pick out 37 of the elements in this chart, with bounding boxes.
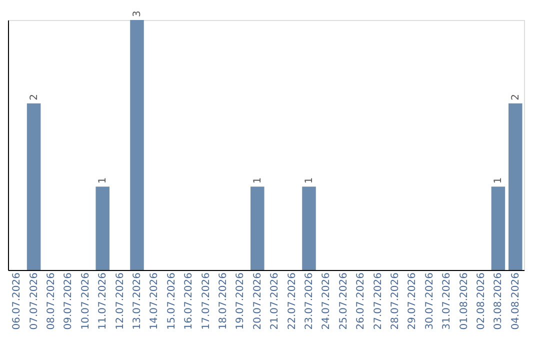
data-label: 1 [98,177,109,184]
x-tick-label: 01.08.2026 [458,272,470,330]
data-label: 1 [252,177,264,184]
x-tick-label: 02.08.2026 [476,272,487,330]
x-tick-label: 04.08.2026 [510,272,522,330]
x-tick-label: 15.07.2026 [166,272,178,330]
x-tick-label: 31.07.2026 [442,272,453,330]
data-label: 1 [493,177,504,184]
x-tick-label: 08.07.2026 [46,272,57,330]
x-tick-label: 03.08.2026 [493,272,504,330]
x-tick-label: 30.07.2026 [424,272,436,330]
x-tick-label: 23.07.2026 [304,272,315,330]
x-tick-label: 09.07.2026 [63,272,74,330]
x-tick-label: 14.07.2026 [149,272,160,330]
x-tick-label: 12.07.2026 [114,272,126,330]
data-label: 2 [510,94,522,100]
data-label: 2 [28,94,40,100]
x-tick-label: 11.07.2026 [98,272,109,330]
x-tick-label: 16.07.2026 [184,272,195,330]
x-tick-label: 20.07.2026 [252,272,264,330]
x-tick-label: 26.07.2026 [356,272,367,330]
x-tick-label: 27.07.2026 [372,272,384,330]
x-tick-label: 17.07.2026 [200,272,212,330]
x-tick-label: 06.07.2026 [12,272,23,330]
x-tick-label: 21.07.2026 [270,272,281,330]
x-tick-label: 19.07.2026 [235,272,246,330]
x-tick-label: 13.07.2026 [132,272,143,330]
x-tick-label: 28.07.2026 [390,272,401,330]
x-tick-label: 07.07.2026 [28,272,40,330]
data-label: 3 [132,10,143,17]
x-tick-label: 24.07.2026 [321,272,332,330]
x-tick-label: 22.07.2026 [286,272,298,330]
x-tick-label: 29.07.2026 [407,272,418,330]
data-label: 1 [304,177,315,184]
x-tick-label: 10.07.2026 [80,272,92,330]
x-tick-label: 25.07.2026 [338,272,350,330]
x-tick-label: 18.07.2026 [218,272,229,330]
